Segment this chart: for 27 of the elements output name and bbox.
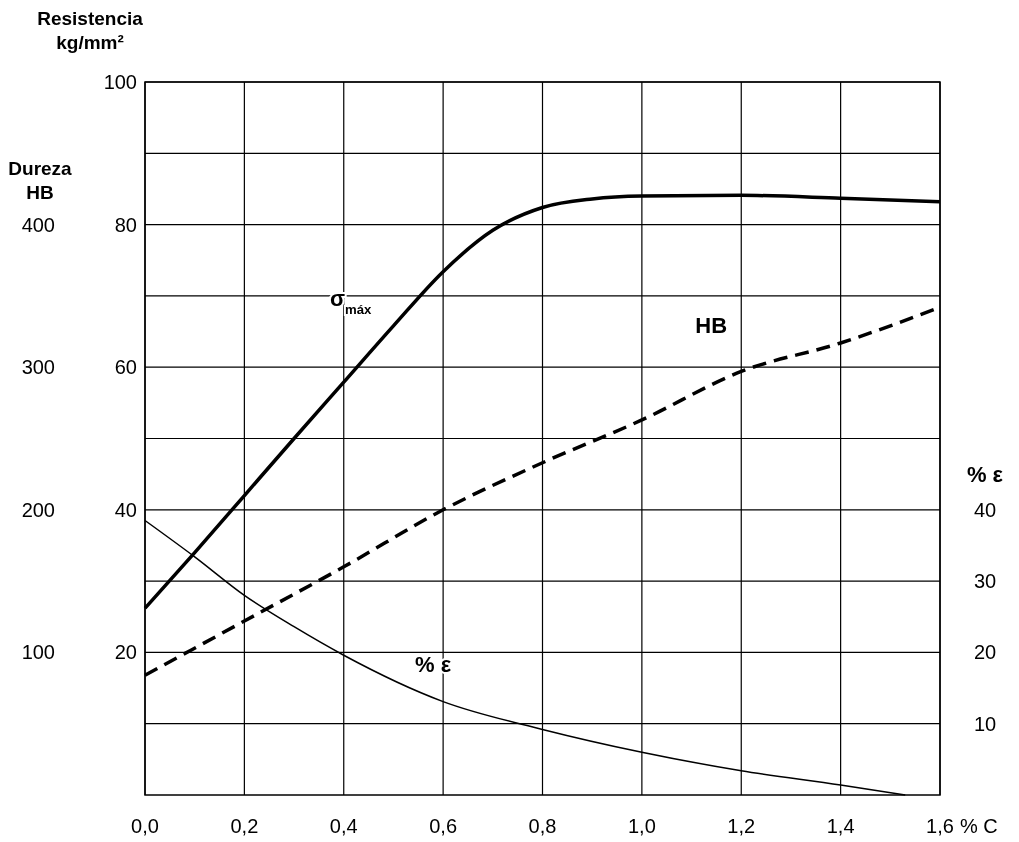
y-tick-label: 100 [103,71,137,93]
x-tick-label: 1,0 [627,815,656,837]
x-tick-label: 1,6 [926,815,954,837]
y-tick-label: 20 [114,641,137,664]
y2-tick-label: 40 [973,498,997,521]
y3-tick-label: 300 [21,356,55,379]
y-tick-label: 60 [114,356,137,379]
y2-tick-label: 30 [973,570,997,593]
y3-tick-label: 200 [21,498,55,521]
y2-axis-title: % ε [966,461,1004,487]
y-tick-label: 40 [114,498,137,521]
y2-tick-label: 20 [973,641,997,664]
x-tick-label: 0,0 [131,815,159,837]
y3-tick-label: 400 [21,213,55,236]
x-axis-title: % C [960,815,998,837]
y3-axis-title: Dureza HB [8,158,73,203]
x-tick-label: 0,8 [528,815,557,837]
x-tick-label: 0,6 [429,815,458,837]
y-tick-label: 80 [114,213,137,236]
y2-tick-label: 10 [973,712,997,735]
x-tick-label: 0,2 [230,815,259,837]
x-tick-label: 1,2 [727,815,756,837]
x-tick-label: 0,4 [329,815,358,837]
y3-tick-label: 100 [21,641,55,664]
series-label: HB [695,313,728,339]
x-tick-label: 1,4 [826,815,855,837]
y-axis-title: Resistencia kg/mm² [37,8,144,53]
